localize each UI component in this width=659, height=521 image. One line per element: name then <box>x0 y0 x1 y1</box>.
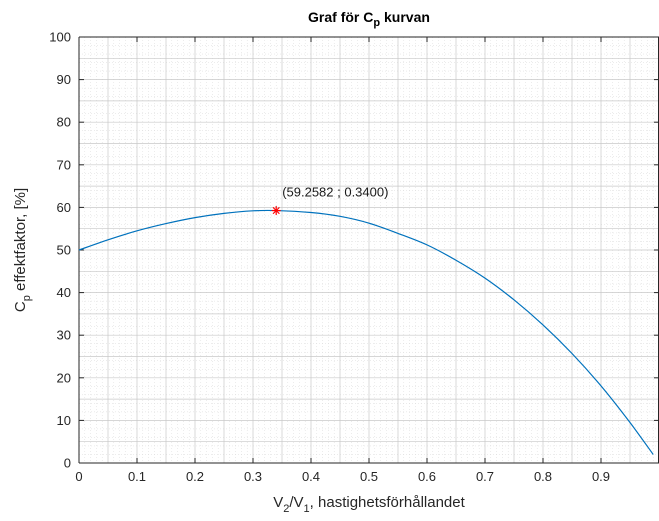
x-tick-label: 0.4 <box>302 469 320 484</box>
x-tick-label: 0.2 <box>186 469 204 484</box>
y-axis-label: Cp effektfaktor, [%] <box>12 188 33 312</box>
y-tick-labels: 0 10 20 30 40 50 60 70 80 90 100 <box>49 30 71 471</box>
x-tick-label: 0.6 <box>418 469 436 484</box>
max-point-marker <box>271 206 281 216</box>
y-tick-label: 80 <box>57 115 71 130</box>
max-point-annotation: (59.2582 ; 0.3400) <box>282 185 388 200</box>
y-tick-label: 50 <box>57 243 71 258</box>
x-tick-label: 0.8 <box>534 469 552 484</box>
x-tick-label: 0.5 <box>360 469 378 484</box>
x-axis-label: V2/V1, hastighetsförhållandet <box>273 494 465 515</box>
y-tick-label: 40 <box>57 285 71 300</box>
cp-series-line <box>78 209 654 455</box>
y-tick-label: 100 <box>49 30 71 45</box>
y-tick-label: 20 <box>57 370 71 385</box>
y-tick-label: 30 <box>57 328 71 343</box>
x-tick-label: 0.9 <box>592 469 610 484</box>
y-tick-label: 10 <box>57 413 71 428</box>
y-tick-label: 70 <box>57 157 71 172</box>
y-tick-label: 90 <box>57 72 71 87</box>
y-tick-label: 60 <box>57 200 71 215</box>
major-grid <box>79 37 659 463</box>
x-tick-labels: 0 0.1 0.2 0.3 0.4 0.5 0.6 0.7 0.8 0.9 <box>75 469 610 484</box>
x-tick-label: 0.1 <box>128 469 146 484</box>
y-tick-label: 0 <box>64 456 71 471</box>
chart-title: Graf för Cp kurvan <box>308 9 430 29</box>
marker-stroke <box>272 206 280 215</box>
x-tick-label: 0 <box>75 469 82 484</box>
x-tick-label: 0.3 <box>244 469 262 484</box>
axis-ticks <box>78 36 659 464</box>
x-tick-label: 0.7 <box>476 469 494 484</box>
